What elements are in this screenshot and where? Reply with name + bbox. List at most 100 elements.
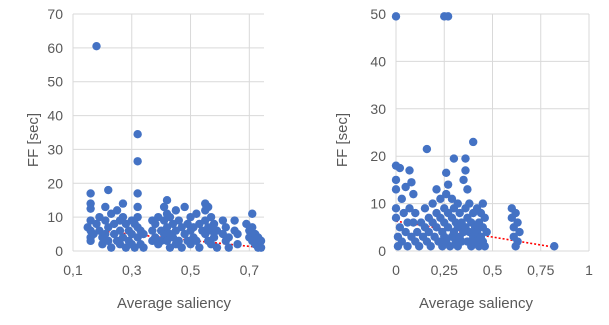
data-point [206, 226, 216, 235]
x-tick-label: 0,1 [63, 262, 83, 278]
data-point [230, 216, 239, 225]
y-tick-label: 20 [370, 148, 386, 164]
y-tick-label: 40 [370, 53, 386, 69]
data-point [426, 242, 435, 251]
data-point [436, 194, 445, 204]
x-tick-label: 1 [585, 262, 593, 278]
data-point [432, 223, 441, 232]
data-point [248, 223, 257, 232]
data-point [407, 178, 416, 187]
data-point [550, 242, 559, 251]
data-point [480, 242, 489, 251]
data-point [92, 219, 101, 229]
data-point [148, 226, 157, 235]
data-point [101, 229, 110, 239]
data-point [409, 218, 418, 227]
data-point [224, 243, 233, 252]
data-point [177, 243, 186, 252]
scatter-chart-right: 0 10 20 30 40 50 0 0,25 0,5 0,75 1 Average salienc… [330, 0, 609, 320]
data-point [162, 196, 172, 205]
data-point [405, 204, 414, 213]
data-point [212, 243, 222, 252]
data-point [441, 168, 451, 177]
data-point [465, 199, 474, 208]
data-point [224, 233, 233, 242]
data-point [218, 216, 228, 225]
data-point [443, 12, 453, 21]
data-point [159, 229, 169, 239]
data-point [399, 208, 408, 218]
data-point [469, 137, 478, 147]
data-point [159, 202, 169, 212]
data-point [413, 227, 422, 237]
data-point [195, 243, 204, 252]
data-point [209, 219, 219, 229]
data-point [156, 236, 166, 246]
data-point [428, 199, 437, 208]
data-point [101, 216, 110, 225]
data-point [391, 175, 401, 185]
data-point [411, 208, 420, 218]
data-point [482, 227, 491, 237]
data-point [409, 189, 418, 199]
data-point [104, 185, 113, 195]
x-tick-label: 0 [392, 262, 400, 278]
data-point [401, 182, 410, 192]
data-point [405, 166, 414, 175]
x-tick-label: 0,25 [431, 262, 458, 278]
data-point [86, 189, 95, 198]
data-point [165, 212, 175, 222]
data-point [203, 202, 213, 212]
data-point [395, 163, 405, 173]
y-tick-label: 10 [370, 196, 386, 212]
data-point [133, 129, 142, 139]
data-point [461, 166, 470, 175]
data-point [515, 227, 524, 237]
scatter-chart-left: 0 10 20 30 40 50 60 70 0,1 0,3 0,5 0,7 Average sali… [0, 0, 300, 320]
data-point [139, 243, 148, 252]
data-point [513, 237, 522, 246]
data-point [432, 185, 441, 194]
data-point [461, 154, 470, 163]
data-point [414, 242, 424, 251]
data-point [441, 189, 451, 199]
data-point [180, 202, 189, 212]
data-point [221, 223, 230, 232]
scatter-chart-left-svg: 0 10 20 30 40 50 60 70 0,1 0,3 0,5 0,7 Average sali… [25, 6, 266, 312]
x-tick-label: 0,75 [527, 262, 554, 278]
data-point [391, 204, 401, 213]
data-point [233, 240, 242, 249]
data-point [112, 206, 122, 215]
data-point [133, 189, 142, 198]
data-point [209, 233, 219, 242]
data-point [443, 223, 453, 232]
data-point [391, 213, 401, 223]
y-tick-label: 20 [47, 175, 63, 191]
data-point [118, 212, 128, 222]
data-point [397, 194, 406, 204]
data-point [457, 237, 466, 246]
y-axis-title: FF [sec] [334, 113, 351, 167]
y-tick-label: 40 [47, 108, 63, 124]
y-tick-label: 10 [47, 209, 63, 225]
data-point [391, 12, 401, 21]
y-axis-title: FF [sec] [25, 113, 42, 167]
y-tick-label: 30 [47, 141, 63, 157]
data-point [401, 227, 410, 237]
data-point [256, 236, 266, 246]
data-point [86, 236, 95, 246]
data-point [107, 243, 116, 252]
data-point [513, 218, 522, 227]
data-point [422, 144, 432, 154]
x-tick-label: 0,3 [122, 262, 142, 278]
data-point [192, 236, 201, 246]
data-point [403, 218, 412, 227]
data-point [397, 237, 406, 246]
data-point [455, 208, 464, 218]
data-point [391, 185, 401, 194]
y-tick-label: 50 [370, 6, 386, 22]
y-tick-label: 60 [47, 40, 63, 56]
scatter-chart-right-svg: 0 10 20 30 40 50 0 0,25 0,5 0,75 1 Average salienc… [334, 6, 593, 312]
data-point [248, 209, 257, 218]
data-point [453, 199, 462, 208]
